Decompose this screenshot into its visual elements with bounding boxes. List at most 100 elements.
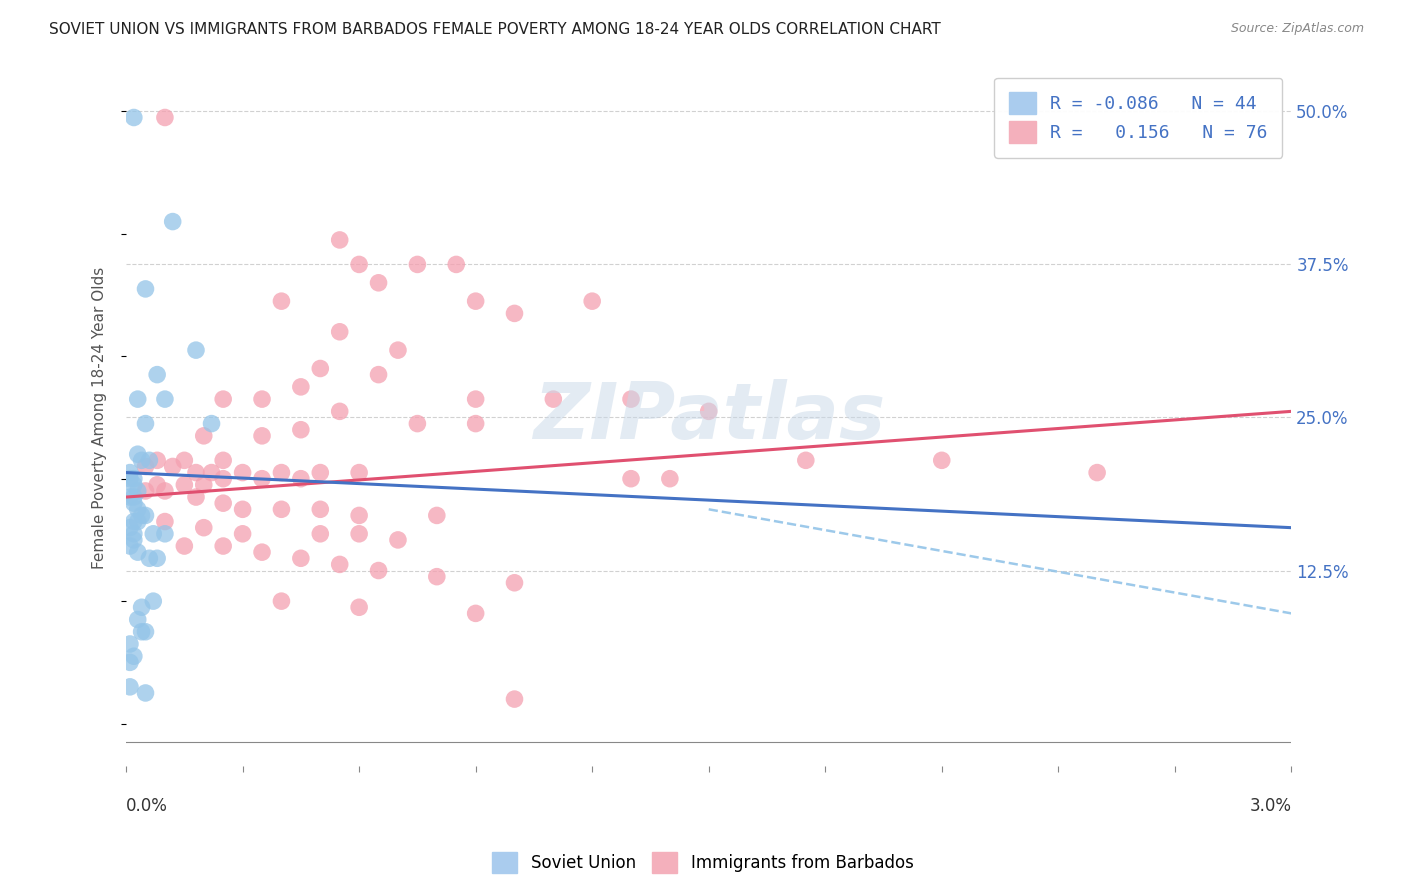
Point bbox=[309, 361, 332, 376]
Point bbox=[127, 447, 149, 461]
Point bbox=[138, 551, 160, 566]
Point bbox=[131, 508, 153, 523]
Point bbox=[212, 392, 235, 406]
Point bbox=[162, 459, 184, 474]
Point bbox=[543, 392, 565, 406]
Point bbox=[212, 496, 235, 510]
Point bbox=[329, 404, 352, 418]
Point bbox=[250, 392, 273, 406]
Point bbox=[153, 483, 176, 498]
Point bbox=[193, 429, 215, 443]
Point bbox=[184, 343, 207, 358]
Text: Source: ZipAtlas.com: Source: ZipAtlas.com bbox=[1230, 22, 1364, 36]
Point bbox=[212, 453, 235, 467]
Point bbox=[134, 417, 156, 431]
Point bbox=[142, 594, 165, 608]
Point bbox=[118, 490, 141, 504]
Point bbox=[347, 526, 370, 541]
Point bbox=[138, 453, 160, 467]
Legend: R = -0.086   N = 44, R =   0.156   N = 76: R = -0.086 N = 44, R = 0.156 N = 76 bbox=[994, 78, 1282, 158]
Point bbox=[444, 257, 467, 271]
Point bbox=[347, 257, 370, 271]
Point bbox=[406, 257, 429, 271]
Point bbox=[406, 417, 429, 431]
Point bbox=[146, 478, 169, 492]
Point bbox=[200, 466, 222, 480]
Point bbox=[794, 453, 817, 467]
Point bbox=[134, 686, 156, 700]
Point bbox=[367, 368, 389, 382]
Point bbox=[503, 692, 526, 706]
Point bbox=[118, 472, 141, 486]
Point bbox=[193, 478, 215, 492]
Y-axis label: Female Poverty Among 18-24 Year Olds: Female Poverty Among 18-24 Year Olds bbox=[93, 267, 107, 568]
Point bbox=[270, 294, 292, 309]
Point bbox=[270, 466, 292, 480]
Point bbox=[122, 526, 145, 541]
Point bbox=[118, 521, 141, 535]
Point bbox=[184, 466, 207, 480]
Point bbox=[290, 380, 312, 394]
Point bbox=[131, 453, 153, 467]
Point bbox=[127, 483, 149, 498]
Point bbox=[309, 502, 332, 516]
Point bbox=[329, 325, 352, 339]
Point bbox=[127, 392, 149, 406]
Point bbox=[232, 526, 254, 541]
Text: 3.0%: 3.0% bbox=[1250, 797, 1291, 815]
Point bbox=[503, 306, 526, 320]
Point bbox=[290, 472, 312, 486]
Point bbox=[232, 466, 254, 480]
Point bbox=[184, 490, 207, 504]
Point bbox=[290, 551, 312, 566]
Point bbox=[200, 417, 222, 431]
Point bbox=[309, 466, 332, 480]
Point bbox=[146, 453, 169, 467]
Point bbox=[212, 472, 235, 486]
Point bbox=[347, 600, 370, 615]
Point bbox=[146, 368, 169, 382]
Point bbox=[581, 294, 603, 309]
Point bbox=[270, 594, 292, 608]
Point bbox=[250, 429, 273, 443]
Point bbox=[387, 533, 409, 547]
Point bbox=[134, 459, 156, 474]
Point bbox=[122, 111, 145, 125]
Point bbox=[122, 472, 145, 486]
Point bbox=[118, 466, 141, 480]
Point bbox=[118, 637, 141, 651]
Point bbox=[173, 453, 195, 467]
Point bbox=[212, 539, 235, 553]
Point bbox=[118, 656, 141, 670]
Point bbox=[464, 417, 486, 431]
Point bbox=[127, 545, 149, 559]
Point bbox=[134, 483, 156, 498]
Point bbox=[290, 423, 312, 437]
Point bbox=[347, 466, 370, 480]
Point bbox=[658, 472, 681, 486]
Point bbox=[146, 551, 169, 566]
Point bbox=[134, 624, 156, 639]
Point bbox=[173, 539, 195, 553]
Point bbox=[426, 569, 449, 583]
Point bbox=[122, 649, 145, 664]
Point bbox=[309, 526, 332, 541]
Point bbox=[153, 111, 176, 125]
Point bbox=[193, 521, 215, 535]
Point bbox=[697, 404, 720, 418]
Point bbox=[464, 392, 486, 406]
Text: SOVIET UNION VS IMMIGRANTS FROM BARBADOS FEMALE POVERTY AMONG 18-24 YEAR OLDS CO: SOVIET UNION VS IMMIGRANTS FROM BARBADOS… bbox=[49, 22, 941, 37]
Point bbox=[127, 502, 149, 516]
Point bbox=[134, 508, 156, 523]
Point bbox=[134, 282, 156, 296]
Point bbox=[122, 496, 145, 510]
Point bbox=[153, 515, 176, 529]
Point bbox=[153, 392, 176, 406]
Point bbox=[122, 478, 145, 492]
Point bbox=[387, 343, 409, 358]
Point bbox=[118, 680, 141, 694]
Point bbox=[250, 545, 273, 559]
Point bbox=[329, 558, 352, 572]
Point bbox=[270, 502, 292, 516]
Point bbox=[620, 392, 643, 406]
